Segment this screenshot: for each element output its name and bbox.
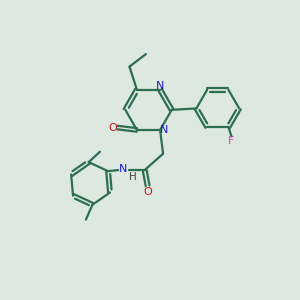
Text: H: H bbox=[129, 172, 136, 182]
Text: O: O bbox=[144, 188, 153, 197]
Text: N: N bbox=[160, 125, 168, 135]
Text: N: N bbox=[119, 164, 128, 175]
Text: F: F bbox=[228, 136, 235, 146]
Text: N: N bbox=[156, 81, 164, 91]
Text: O: O bbox=[109, 123, 118, 133]
